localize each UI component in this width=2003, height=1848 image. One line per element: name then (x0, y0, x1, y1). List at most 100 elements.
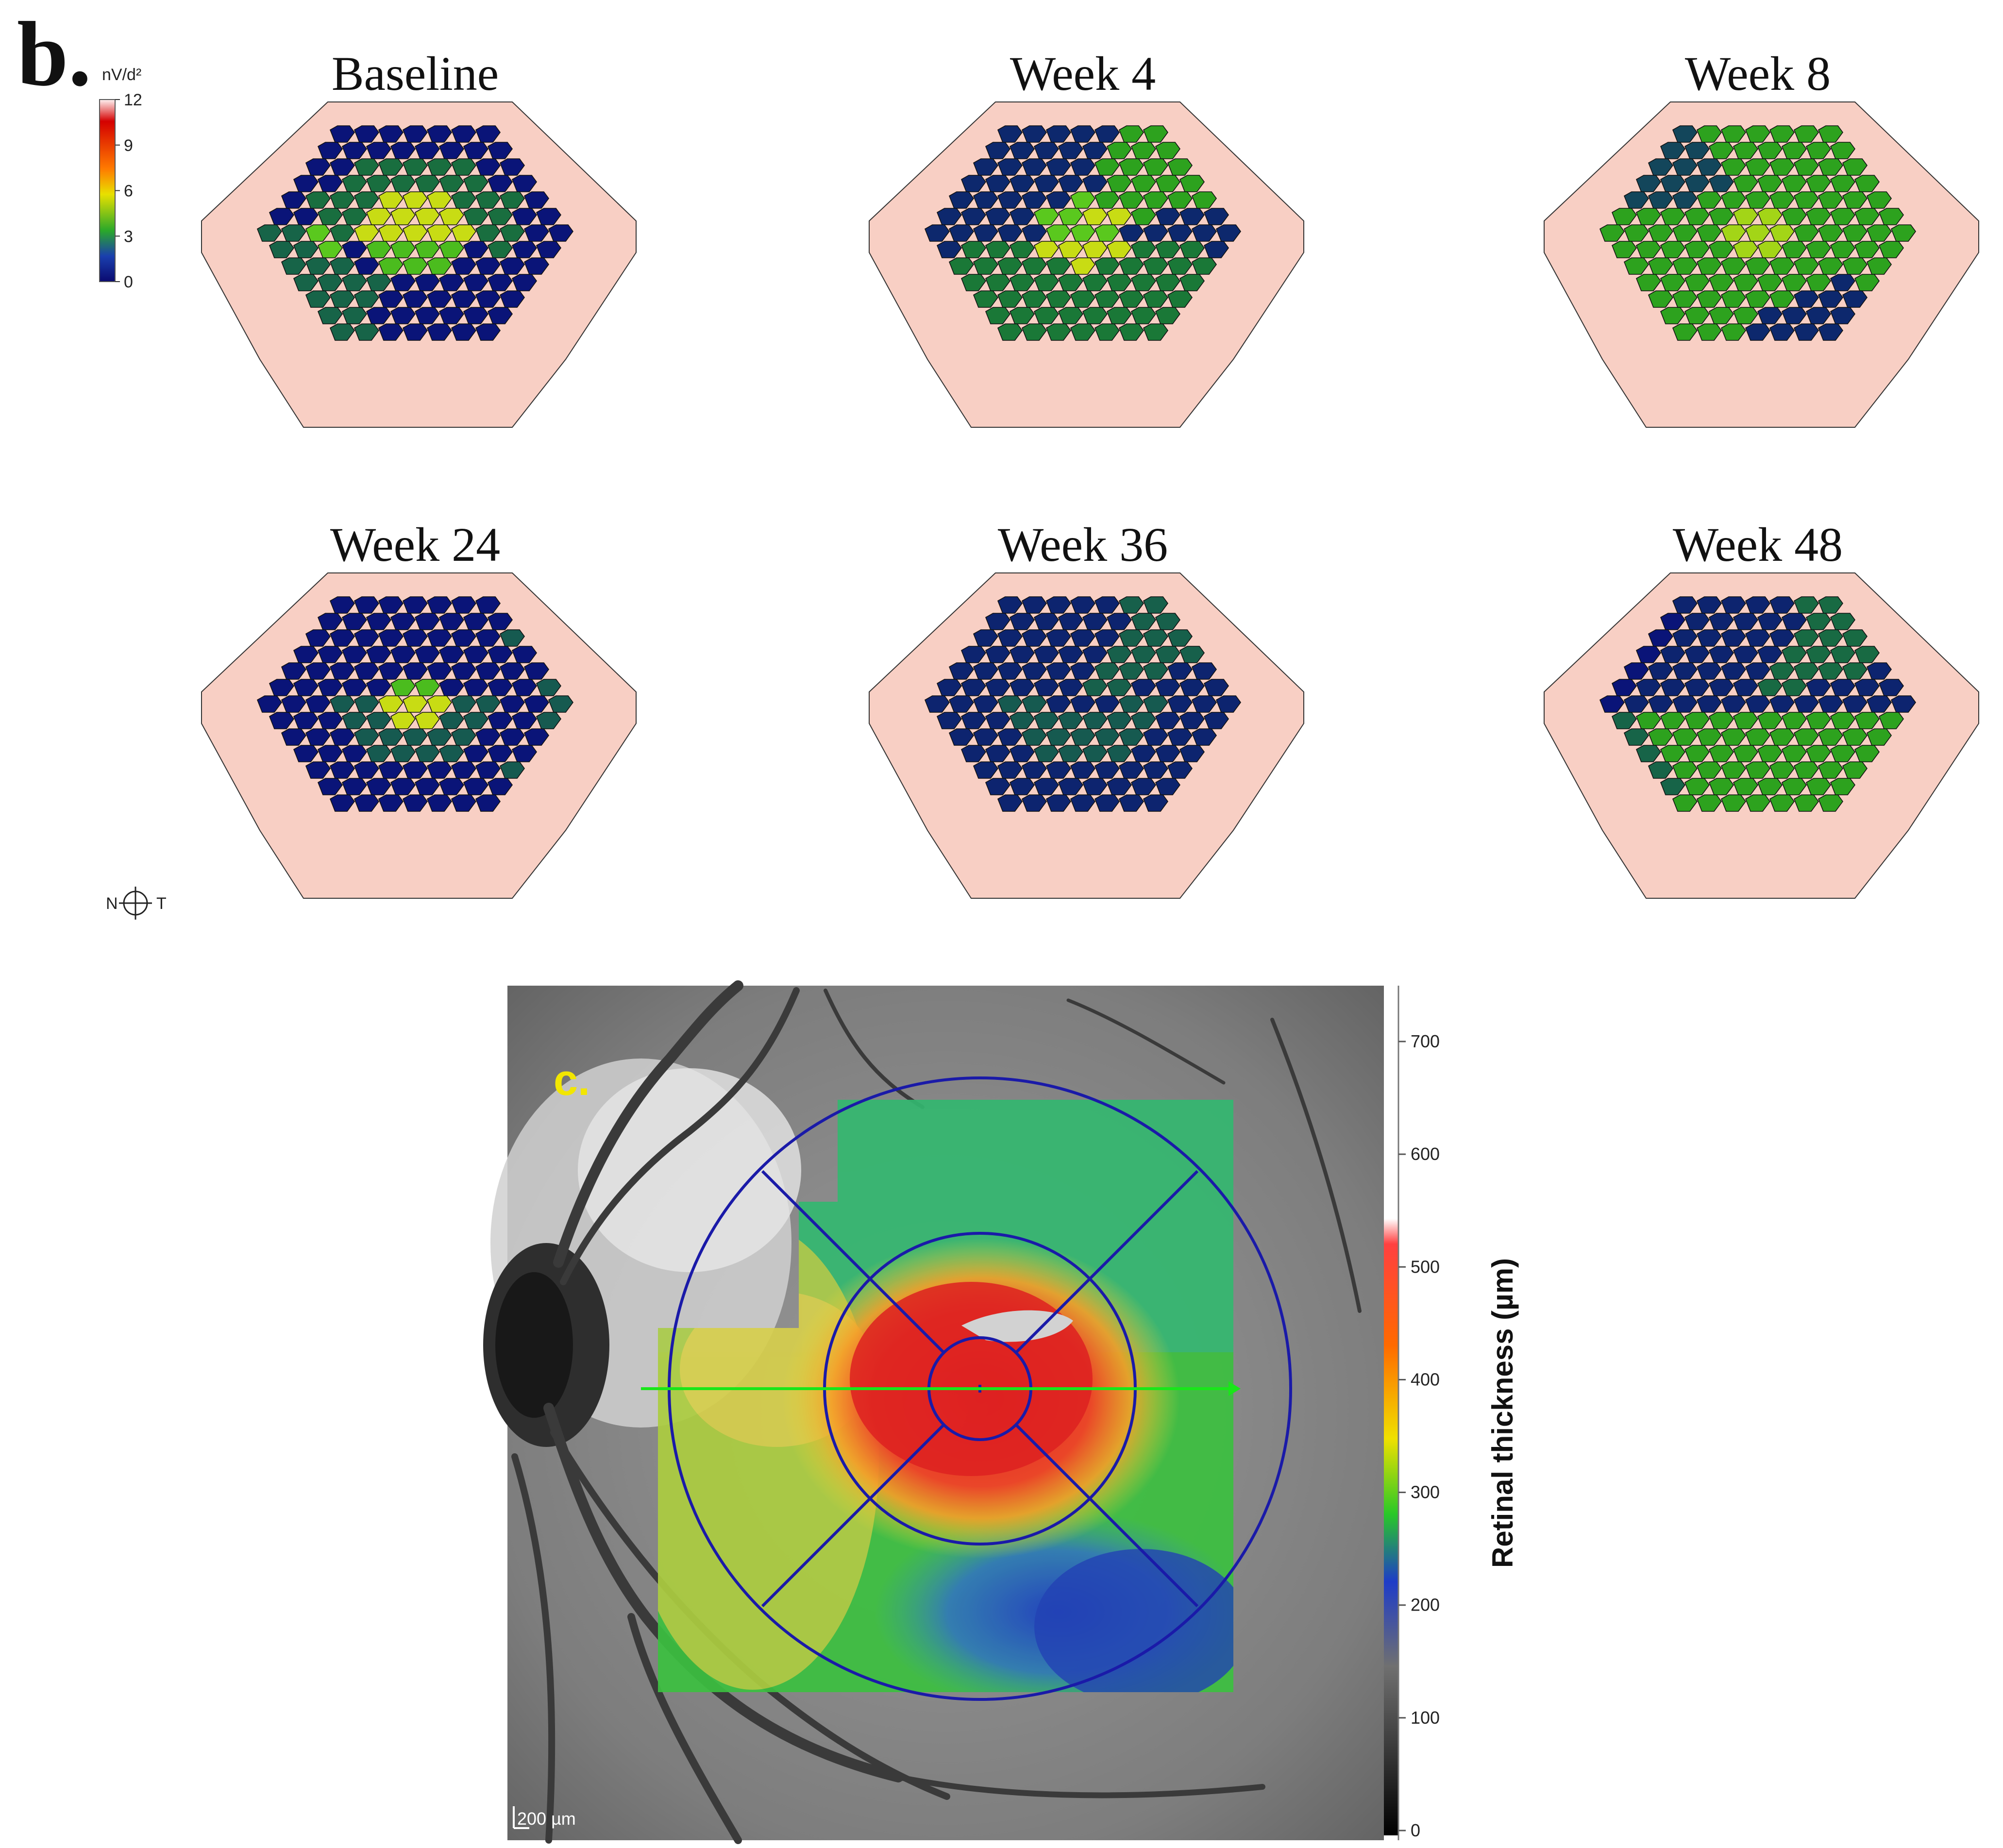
mferg-map-week8: Week 8 (1544, 47, 1979, 428)
mferg-hex-cell (403, 794, 428, 812)
mferg-colorbar: nV/d² 12 9 6 3 0 (99, 66, 142, 291)
mferg-colorbar-bar (99, 99, 116, 282)
mferg-hex-cell (1599, 695, 1625, 713)
panel-b-label: b. (17, 3, 91, 105)
thickness-colorbar-tick-label: 200 (1411, 1595, 1440, 1615)
mferg-hex-cell (378, 794, 404, 812)
mferg-hex-cell (257, 224, 282, 242)
mferg-colorbar-tick-label: 3 (124, 227, 133, 246)
mferg-hex-cell (1046, 323, 1071, 341)
mferg-hex-cell (257, 695, 282, 713)
mferg-hex-cell (293, 274, 319, 291)
mferg-hex-cell (475, 794, 501, 812)
mferg-hex-cell (1672, 323, 1698, 341)
mferg-hex-cell (281, 728, 306, 746)
mferg-hex-cell (378, 323, 404, 341)
orientation-nasal: N (106, 894, 118, 913)
thickness-colorbar-tick-label: 0 (1411, 1820, 1420, 1840)
mferg-hex-cell (1612, 712, 1637, 729)
mferg-hex-cell (1721, 794, 1746, 812)
thickness-colorbar-tick-label: 500 (1411, 1257, 1440, 1277)
mferg-hex-cell (997, 794, 1023, 812)
mferg-colorbar-tick-label: 12 (124, 91, 142, 109)
mferg-hex-cell (1094, 323, 1120, 341)
thickness-colorbar-bar (1384, 991, 1398, 1835)
mferg-hex-cell (1769, 794, 1795, 812)
mferg-hex-cell (1143, 323, 1168, 341)
mferg-hex-cell (1818, 794, 1843, 812)
thickness-colorbar-ticks: 700 600 500 400 300 200 100 0 (1398, 1031, 1440, 1840)
mferg-hex-cell (1070, 794, 1095, 812)
mferg-hex-cell (427, 323, 452, 341)
mferg-hex-cell (1022, 323, 1047, 341)
orientation-indicator: N T (106, 887, 167, 920)
mferg-hex-cell (1660, 307, 1685, 324)
mferg-hex-cell (451, 323, 476, 341)
scan-line (641, 1381, 1241, 1396)
mferg-map-week4: Week 4 (869, 47, 1304, 428)
mferg-map-title: Week 24 (330, 518, 500, 571)
mferg-hex-cell (1769, 323, 1795, 341)
mferg-map-week24: Week 24 (201, 518, 637, 899)
mferg-map-baseline: Baseline (201, 47, 637, 428)
mferg-map-week48: Week 48 (1544, 518, 1979, 899)
panel-c-label: c. (554, 1056, 590, 1105)
mferg-hex-cell (1119, 323, 1144, 341)
mferg-hex-cell (305, 761, 331, 779)
mferg-hex-cell (281, 257, 306, 275)
mferg-hex-cell (475, 323, 501, 341)
mferg-map-title: Week 36 (998, 518, 1168, 571)
mferg-hex-cell (973, 290, 998, 308)
mferg-hex-cell (1599, 224, 1625, 242)
crosshair-icon (119, 887, 152, 920)
mferg-hex-cell (1794, 323, 1819, 341)
mferg-hex-cell (1721, 323, 1746, 341)
thickness-colorbar-tick-label: 100 (1411, 1708, 1440, 1728)
mferg-hex-cell (269, 241, 294, 258)
mferg-hex-cell (1697, 323, 1722, 341)
mferg-hex-cell (1745, 794, 1770, 812)
mferg-map-title: Week 48 (1673, 518, 1843, 571)
mferg-hex-cell (973, 761, 998, 779)
mferg-map-title: Week 4 (1010, 47, 1156, 101)
mferg-hex-cell (1697, 794, 1722, 812)
scale-bar-label: 200 µm (517, 1809, 576, 1829)
mferg-hex-cell (949, 257, 974, 275)
thickness-colorbar: 700 600 500 400 300 200 100 0 Retinal thickness… (1384, 986, 1519, 1840)
mferg-hex-cell (949, 728, 974, 746)
mferg-hex-cell (1022, 794, 1047, 812)
mferg-map-title: Week 8 (1685, 47, 1831, 101)
mferg-hex-cell (985, 778, 1010, 795)
mferg-hex-cell (985, 307, 1010, 324)
mferg-hex-cell (305, 290, 331, 308)
thickness-colorbar-tick-label: 700 (1411, 1031, 1440, 1051)
thickness-colorbar-tick-label: 300 (1411, 1482, 1440, 1502)
scale-bar: 200 µm (513, 1806, 576, 1829)
mferg-map-week36: Week 36 (869, 518, 1304, 899)
mferg-hex-cell (318, 778, 343, 795)
mferg-hex-cell (937, 241, 962, 258)
mferg-hex-cell (354, 794, 379, 812)
mferg-hex-cell (1648, 290, 1673, 308)
mferg-hex-cell (1624, 257, 1649, 275)
mferg-hex-cell (937, 712, 962, 729)
mferg-hex-cell (961, 745, 986, 762)
mferg-hex-cell (925, 224, 950, 242)
mferg-hex-cell (451, 794, 476, 812)
thickness-colorbar-title: Retinal thickness (µm) (1486, 1258, 1519, 1568)
mferg-map-grid: Baseline Week 4 Week 8 Week 24 Week 36 Week 4… (201, 47, 1979, 899)
mferg-hex-cell (1672, 794, 1698, 812)
mferg-hex-cell (1624, 728, 1649, 746)
mferg-hex-cell (1119, 794, 1144, 812)
mferg-colorbar-unit: nV/d² (102, 66, 141, 84)
mferg-hex-cell (1660, 778, 1685, 795)
mferg-map-title: Baseline (332, 47, 499, 101)
mferg-hex-cell (1818, 323, 1843, 341)
mferg-hex-cell (318, 307, 343, 324)
mferg-hex-cell (330, 794, 355, 812)
mferg-hex-cell (1046, 794, 1071, 812)
mferg-hex-cell (1745, 323, 1770, 341)
mferg-hex-cell (403, 323, 428, 341)
mferg-colorbar-tick-label: 9 (124, 136, 133, 155)
